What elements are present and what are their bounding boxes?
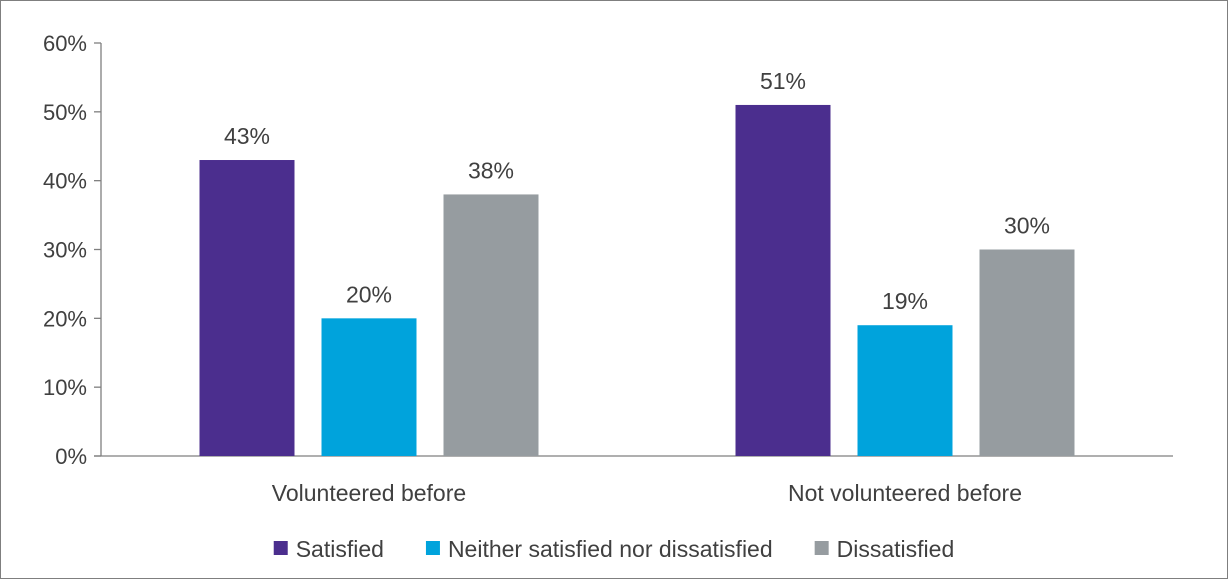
y-tick-label: 20% — [43, 306, 87, 331]
legend-label: Dissatisfied — [837, 536, 955, 562]
y-tick-label: 60% — [43, 31, 87, 56]
y-tick-label: 0% — [55, 444, 87, 469]
legend-label: Satisfied — [296, 536, 384, 562]
y-tick-label: 50% — [43, 100, 87, 125]
bar-neither-satisfied-nor-dissatisfied-1 — [857, 325, 953, 456]
data-label: 20% — [346, 281, 392, 307]
axes: 0% 10% 20% 30% 40% 50% 60% Volunteered before No… — [43, 31, 1173, 506]
data-label: 51% — [760, 68, 806, 94]
bar-neither-satisfied-nor-dissatisfied-0 — [321, 318, 417, 456]
y-tick-label: 10% — [43, 375, 87, 400]
data-label: 38% — [468, 157, 514, 183]
legend-swatch-dissatisfied — [814, 541, 829, 555]
legend: Satisfied Neither satisfied nor dissatisf… — [273, 536, 955, 562]
bar-dissatisfied-0 — [443, 194, 539, 456]
legend-swatch-satisfied — [273, 541, 288, 555]
bars — [199, 104, 1075, 456]
y-tick-label: 40% — [43, 169, 87, 194]
x-category-label: Not volunteered before — [788, 480, 1022, 506]
legend-label: Neither satisfied nor dissatisfied — [448, 536, 773, 562]
bar-dissatisfied-1 — [979, 249, 1075, 456]
data-label: 43% — [224, 123, 270, 149]
bar-satisfied-1 — [735, 104, 831, 456]
y-tick-label: 30% — [43, 238, 87, 263]
x-category-label: Volunteered before — [272, 480, 466, 506]
data-label: 19% — [882, 288, 928, 314]
legend-swatch-neither-satisfied-nor-dissatisfied — [425, 541, 440, 555]
bar-satisfied-0 — [199, 160, 295, 456]
data-labels: 43% 20% 38% 51% 19% 30% — [224, 68, 1050, 314]
data-label: 30% — [1004, 213, 1050, 239]
